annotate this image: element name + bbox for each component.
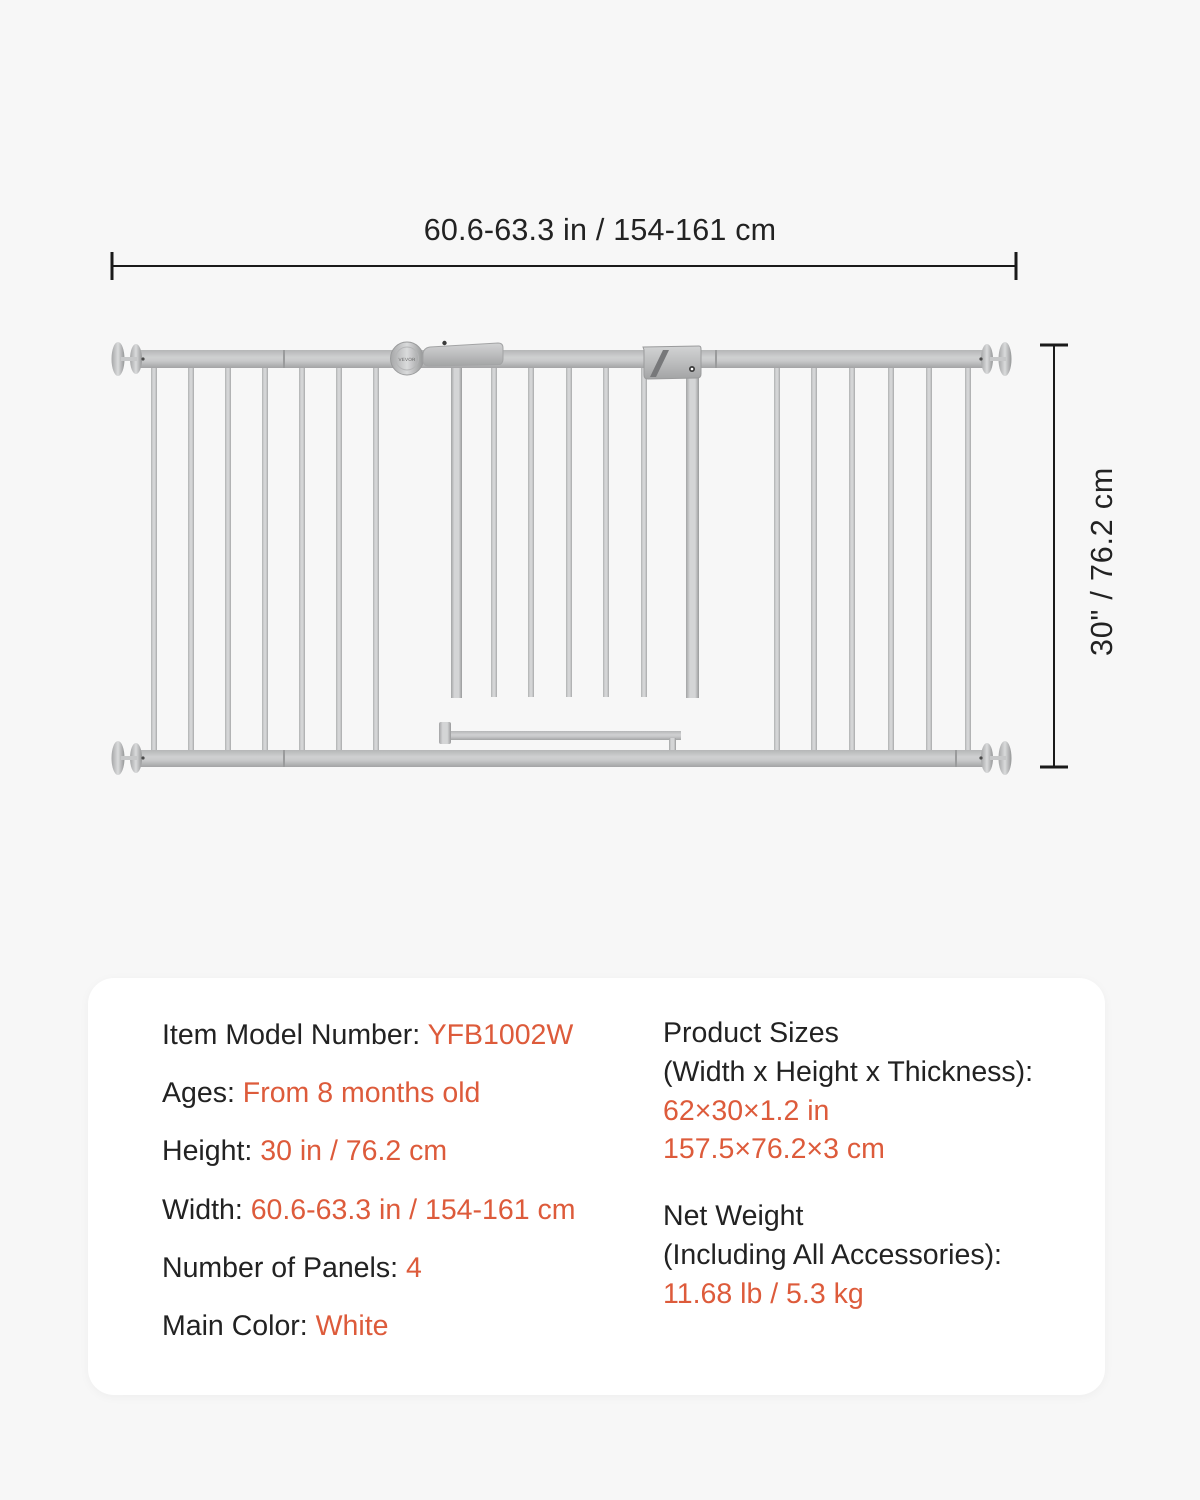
svg-text:VEVOR: VEVOR: [398, 357, 416, 362]
